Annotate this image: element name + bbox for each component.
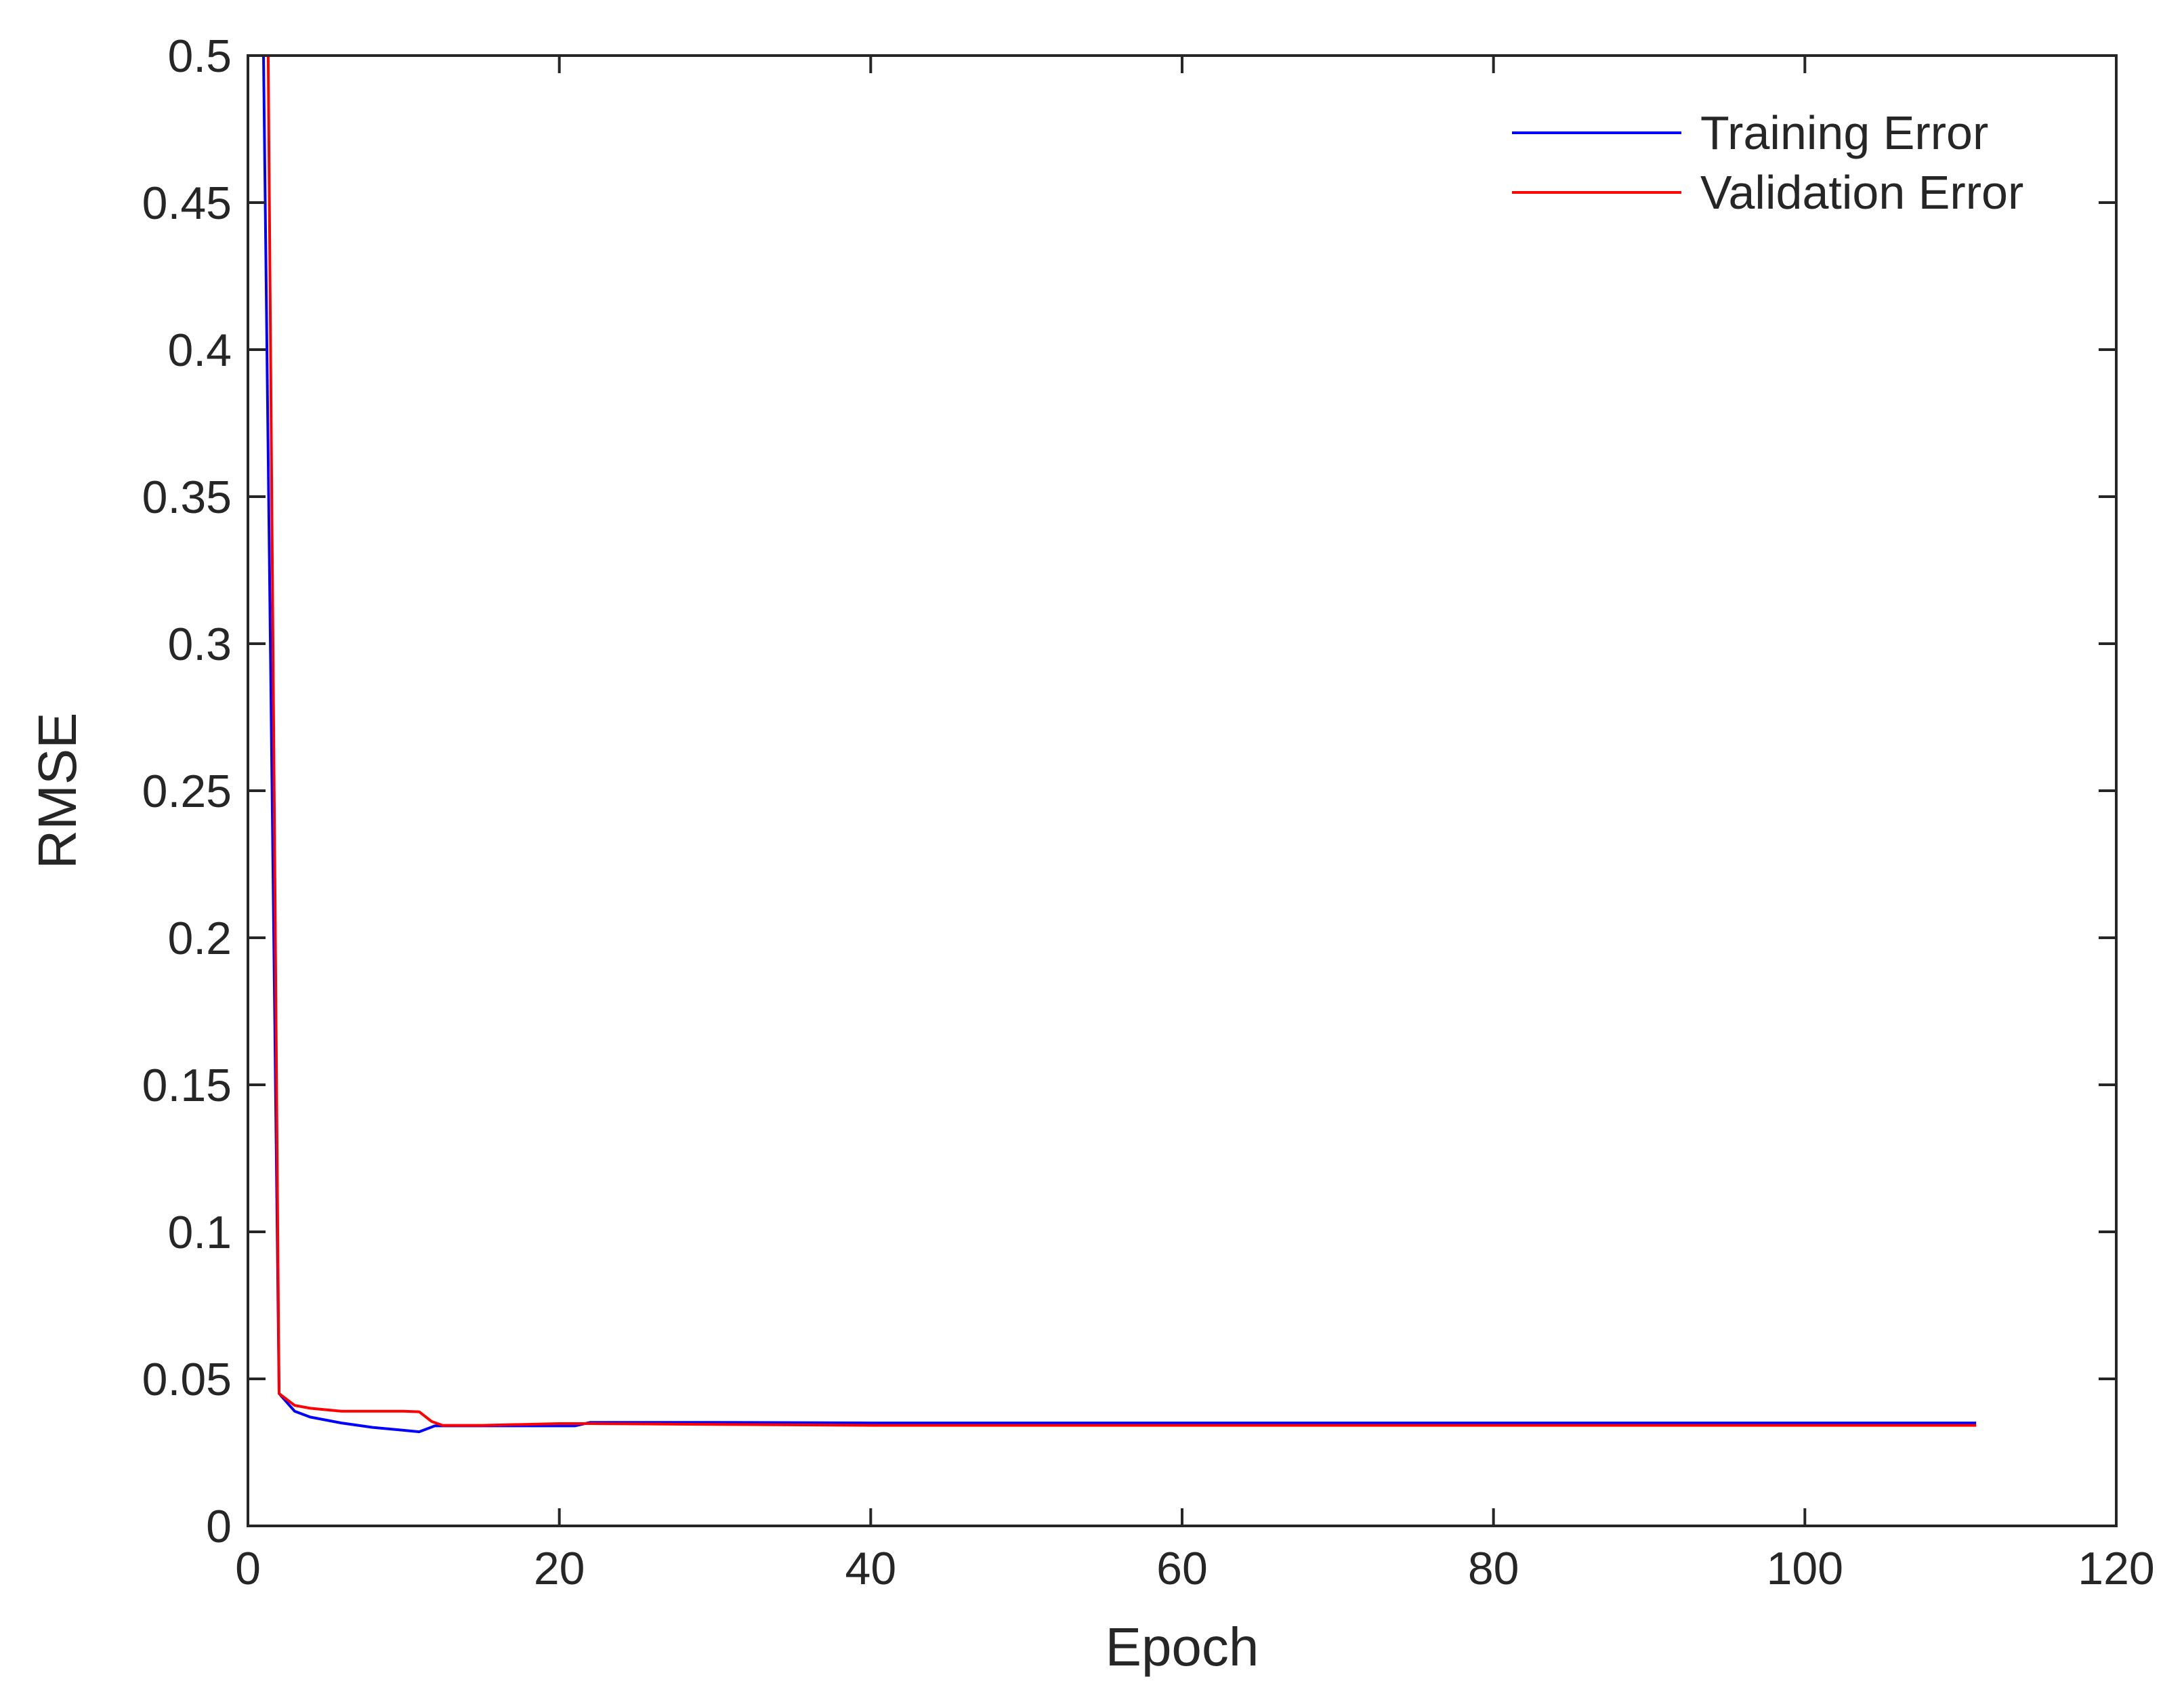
legend-label-training-error: Training Error (1700, 106, 1988, 159)
y-tick-label: 0.25 (142, 766, 232, 817)
y-tick-label: 0.1 (167, 1207, 232, 1258)
y-tick-label: 0.35 (142, 472, 232, 523)
legend-label-validation-error: Validation Error (1700, 166, 2023, 219)
series-line-validation-error (266, 55, 1977, 1427)
x-tick-label: 120 (2078, 1543, 2154, 1594)
y-tick-label: 0.05 (142, 1354, 232, 1405)
y-tick-label: 0.15 (142, 1060, 232, 1111)
plot-lines (262, 55, 1977, 1434)
x-axis-title: Epoch (1106, 1617, 1259, 1677)
x-tick-label: 80 (1468, 1543, 1519, 1594)
y-tick-label: 0.4 (167, 325, 232, 376)
y-tick-label: 0.3 (167, 619, 232, 670)
y-axis-title: RMSE (27, 712, 87, 869)
x-tick-label: 0 (235, 1543, 261, 1594)
y-tick-label: 0.2 (167, 913, 232, 964)
y-tick-label: 0.5 (167, 30, 232, 82)
y-tick-label: 0.45 (142, 178, 232, 229)
x-tick-label: 60 (1156, 1543, 1208, 1594)
y-tick-label: 0 (206, 1501, 232, 1552)
x-tick-label: 20 (534, 1543, 585, 1594)
ticks: 0 20 40 60 80 100 120 0 0.05 0.1 0.15 0.2 0.25 0.3 0.3… (142, 30, 2155, 1594)
x-tick-label: 40 (845, 1543, 897, 1594)
x-tick-label: 100 (1767, 1543, 1843, 1594)
legend: Training Error Validation Error (1512, 106, 2023, 219)
